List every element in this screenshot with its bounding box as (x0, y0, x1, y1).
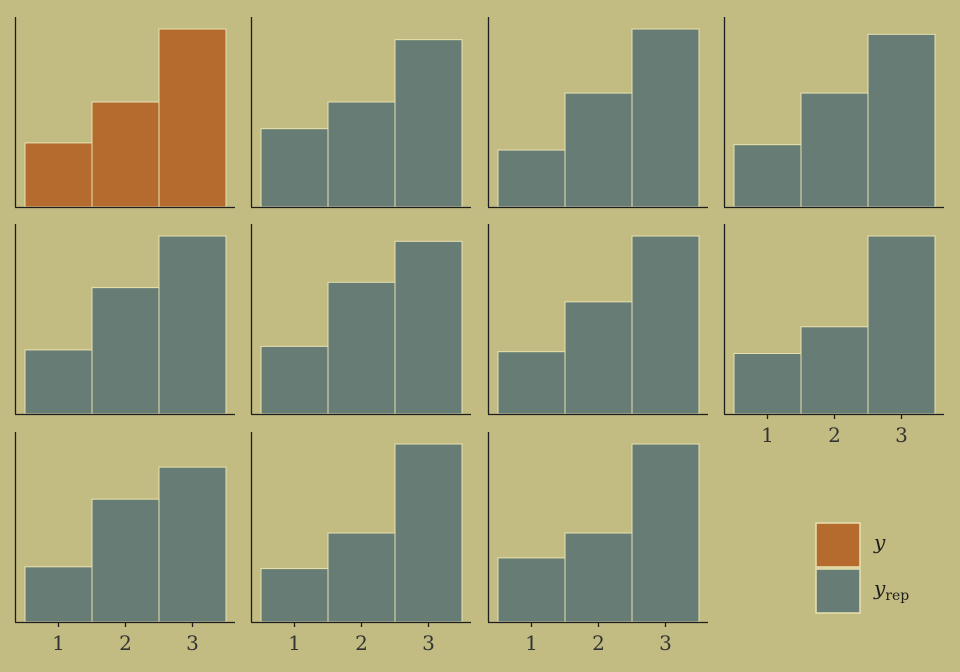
bar-1-panel-5 (24, 349, 93, 415)
panel-5 (14, 224, 235, 416)
panel-7 (487, 224, 708, 416)
panel-11: 1 2 3 (487, 432, 708, 655)
bar-2-panel-4 (800, 92, 869, 208)
bar-1-panel-2 (260, 128, 329, 208)
panel-6 (250, 224, 471, 416)
bar-3-panel-5 (158, 235, 227, 415)
bar-3-panel-3 (631, 28, 700, 208)
bar-1-panel-8 (733, 352, 802, 415)
bar-2-panel-6 (327, 281, 396, 415)
bar-1-panel-6 (260, 345, 329, 415)
panel-2 (250, 17, 471, 209)
bar-2-panel-9 (91, 498, 160, 623)
bar-3-panel-2 (394, 39, 463, 208)
x-tick-label: 1 (288, 631, 301, 655)
bar-1-panel-3 (497, 149, 566, 208)
bar-1-panel-4 (733, 144, 802, 208)
bar-1-panel-1 (24, 142, 93, 208)
bar-3-panel-11 (631, 443, 700, 623)
bar-3-panel-7 (631, 235, 700, 415)
x-tick-label: 2 (119, 631, 132, 655)
bar-2-panel-2 (327, 101, 396, 208)
bar-2-panel-11 (564, 532, 633, 623)
legend-label-subscript: rep (885, 588, 909, 604)
x-tick-label: 3 (895, 423, 908, 447)
panel-10: 1 2 3 (250, 432, 471, 655)
panel-4 (723, 17, 944, 209)
bar-1-panel-9 (24, 566, 93, 623)
bar-2-panel-7 (564, 301, 633, 415)
panel-8: 1 2 3 (723, 224, 944, 447)
legend-label-y_rep: yrep (873, 576, 909, 604)
bar-3-panel-4 (867, 33, 936, 208)
bar-2-panel-1 (91, 101, 160, 208)
panel-1 (14, 17, 235, 209)
x-tick-label: 1 (52, 631, 65, 655)
legend-key-y_rep (815, 568, 861, 614)
x-tick-label: 1 (525, 631, 538, 655)
x-tick-label: 2 (355, 631, 368, 655)
x-tick-label: 3 (186, 631, 199, 655)
bar-3-panel-10 (394, 443, 463, 623)
bar-2-panel-8 (800, 326, 869, 415)
bar-3-panel-9 (158, 466, 227, 623)
x-tick-label: 3 (422, 631, 435, 655)
bar-2-panel-10 (327, 532, 396, 623)
bar-3-panel-1 (158, 28, 227, 208)
x-tick-label: 2 (828, 423, 841, 447)
bar-2-panel-5 (91, 287, 160, 415)
bar-1-panel-7 (497, 351, 566, 415)
legend: y yrep (815, 522, 909, 614)
legend-label-y: y (873, 530, 886, 554)
x-tick-label: 3 (659, 631, 672, 655)
panel-3 (487, 17, 708, 209)
bar-3-panel-8 (867, 235, 936, 415)
legend-key-y (815, 522, 861, 568)
bar-2-panel-3 (564, 92, 633, 208)
panel-9: 1 2 3 (14, 432, 235, 655)
x-tick-label: 2 (592, 631, 605, 655)
bar-3-panel-6 (394, 240, 463, 415)
bar-1-panel-10 (260, 568, 329, 623)
bar-1-panel-11 (497, 557, 566, 623)
x-tick-label: 1 (761, 423, 774, 447)
